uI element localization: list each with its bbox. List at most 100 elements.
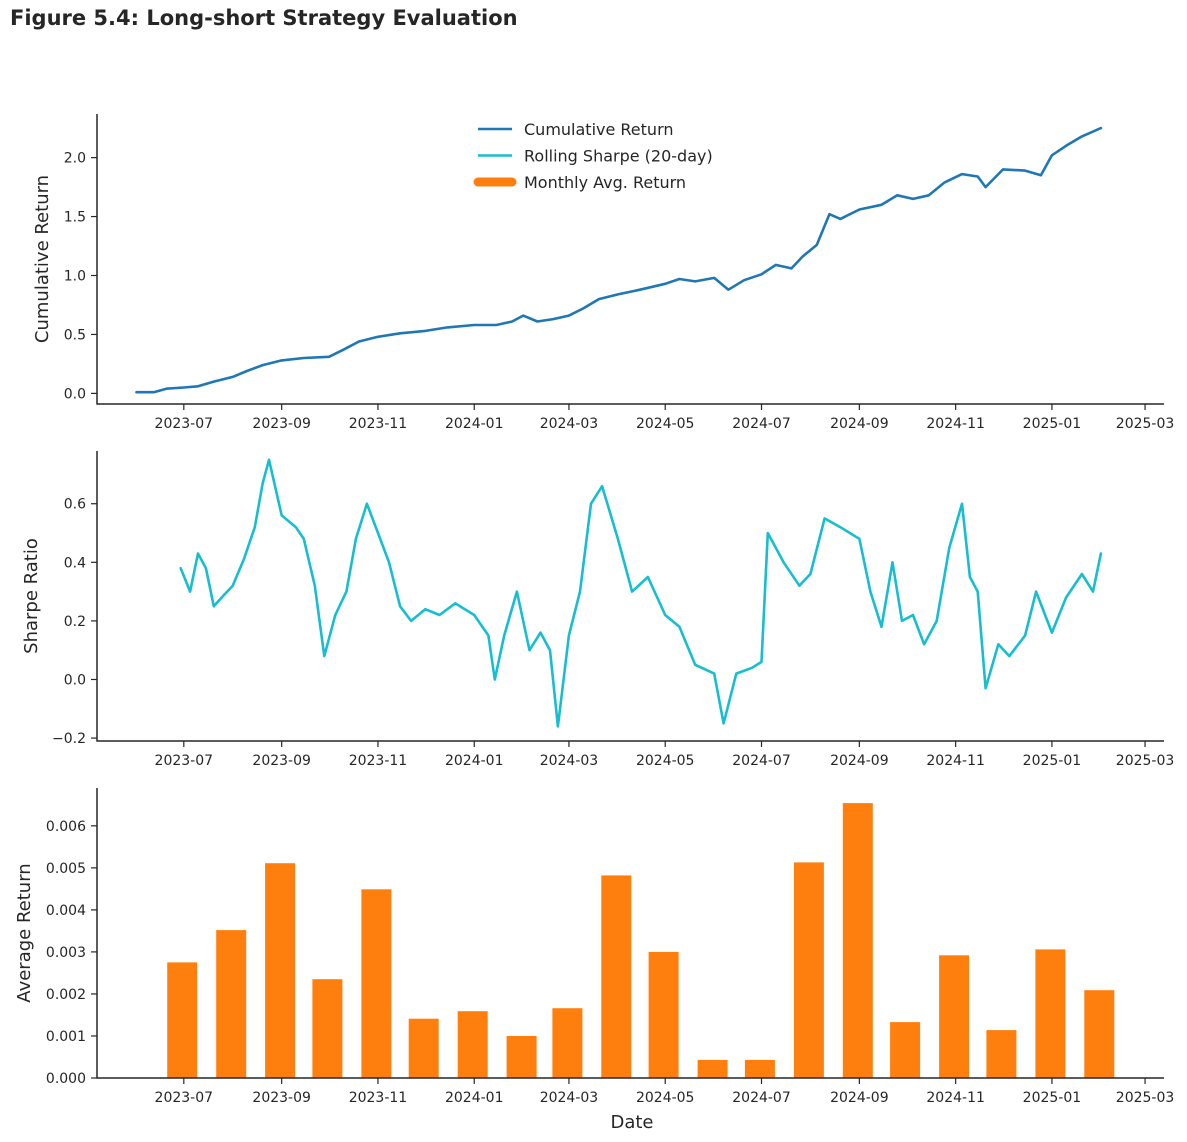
- cumulative-return-point-27: [617, 293, 619, 296]
- x-tick-label-4: 2024-03: [540, 753, 599, 769]
- y-tick-label-4: 0.004: [46, 903, 86, 919]
- cumulative-return-point-0: [135, 391, 138, 394]
- x-tick-label-10: 2025-03: [1116, 1090, 1175, 1106]
- x-tick-label-7: 2024-09: [830, 753, 889, 769]
- cumulative-return-point-4: [197, 385, 199, 388]
- sharpe-point-28: [487, 634, 490, 637]
- cumulative-return-point-12: [342, 349, 345, 351]
- sharpe-point-46: [713, 672, 715, 675]
- cumulative-return-point-8: [261, 364, 264, 366]
- monthly-bar-16: [939, 955, 970, 1078]
- sharpe-point-49: [751, 667, 753, 669]
- cumulative-return-point-39: [816, 244, 818, 246]
- x-tick-label-6: 2024-07: [732, 1090, 791, 1106]
- x-tick-label-4: 2024-03: [540, 416, 599, 432]
- y-tick-label-5: 0.005: [46, 861, 86, 877]
- sharpe-point-48: [735, 672, 738, 675]
- sharpe-point-41: [631, 590, 633, 593]
- sharpe-point-14: [314, 584, 316, 587]
- x-tick-label-5: 2024-05: [636, 1090, 695, 1106]
- cumulative-return-point-43: [880, 204, 883, 206]
- sharpe-point-76: [1081, 573, 1083, 575]
- cumulative-return-point-31: [694, 280, 696, 283]
- y-axis-label: Average Return: [14, 863, 35, 1002]
- sharpe-point-18: [355, 538, 357, 540]
- sharpe-point-0: [179, 567, 182, 569]
- y-tick-label-4: 0.6: [64, 497, 86, 513]
- sharpe-point-55: [823, 517, 826, 520]
- sharpe-point-3: [205, 567, 207, 569]
- cumulative-return-point-32: [713, 277, 715, 279]
- cumulative-return-point-19: [495, 324, 498, 326]
- sharpe-point-70: [997, 643, 1000, 646]
- sharpe-point-68: [976, 590, 979, 593]
- cumulative-return-point-50: [984, 186, 987, 188]
- sharpe-point-73: [1035, 590, 1037, 593]
- sharpe-point-59: [880, 626, 883, 628]
- x-tick-label-5: 2024-05: [636, 416, 695, 432]
- cumulative-return-point-16: [424, 330, 427, 332]
- monthly-bar-12: [744, 1059, 775, 1078]
- sharpe-point-56: [839, 526, 842, 528]
- cumulative-return-point-40: [828, 213, 831, 215]
- y-tick-label-1: 0.0: [64, 672, 86, 688]
- sharpe-point-78: [1100, 552, 1102, 555]
- sharpe-point-66: [961, 502, 963, 505]
- y-tick-label-6: 0.006: [46, 819, 86, 835]
- sharpe-point-62: [912, 614, 914, 616]
- sharpe-point-38: [590, 502, 592, 505]
- sharpe-point-17: [345, 590, 348, 593]
- x-tick-label-9: 2025-01: [1023, 416, 1082, 432]
- sharpe-point-29: [494, 678, 496, 681]
- sharpe-point-65: [948, 546, 951, 549]
- monthly-bar-5: [408, 1018, 439, 1078]
- sharpe-point-19: [366, 502, 368, 505]
- sharpe-point-67: [969, 576, 971, 578]
- cumulative-return-point-49: [976, 175, 979, 178]
- legend-entry-0: Cumulative Return: [524, 120, 674, 139]
- sharpe-point-61: [901, 620, 903, 622]
- x-tick-label-2: 2023-11: [349, 753, 408, 769]
- cumulative-return-point-47: [943, 181, 946, 184]
- x-tick-label-0: 2023-07: [155, 753, 214, 769]
- y-axis-label: Cumulative Return: [32, 175, 53, 343]
- cumulative-return-point-10: [303, 357, 305, 359]
- sharpe-point-12: [295, 526, 297, 528]
- sharpe-point-33: [539, 631, 542, 634]
- monthly-bar-6: [457, 1011, 488, 1078]
- sharpe-point-9: [261, 482, 264, 485]
- sharpe-point-75: [1065, 596, 1067, 599]
- sharpe-point-50: [760, 661, 763, 663]
- x-tick-label-9: 2025-01: [1023, 753, 1082, 769]
- y-tick-label-1: 0.001: [46, 1029, 86, 1045]
- sharpe-point-57: [858, 538, 861, 540]
- cumulative-return-point-11: [328, 356, 330, 358]
- cumulative-return-point-9: [280, 359, 283, 362]
- x-tick-label-10: 2025-03: [1116, 753, 1175, 769]
- sharpe-point-8: [254, 526, 256, 528]
- average-return-panel: 2023-07 2023-09 2023-11 2024-01 2024-03 2024-…: [14, 788, 1174, 1133]
- x-tick-label-7: 2024-09: [830, 416, 889, 432]
- x-tick-label-1: 2023-09: [252, 753, 311, 769]
- cumulative-return-point-53: [1040, 174, 1042, 177]
- cumulative-return-point-24: [568, 314, 570, 317]
- sharpe-ratio-panel: 2023-07 2023-09 2023-11 2024-01 2024-03 2024-…: [21, 451, 1174, 769]
- x-tick-label-5: 2024-05: [636, 753, 695, 769]
- cumulative-return-point-46: [928, 194, 930, 197]
- monthly-bar-9: [601, 875, 632, 1078]
- x-tick-label-9: 2025-01: [1023, 1090, 1082, 1106]
- cumulative-return-panel: 2023-07 2023-09 2023-11 2024-01 2024-03 2024-…: [32, 114, 1174, 432]
- sharpe-point-40: [617, 538, 619, 540]
- sharpe-point-72: [1024, 634, 1026, 637]
- cumulative-return-point-26: [598, 298, 600, 300]
- sharpe-point-20: [377, 532, 379, 534]
- cumulative-return-point-20: [511, 320, 513, 323]
- x-tick-label-6: 2024-07: [732, 416, 791, 432]
- sharpe-point-63: [923, 643, 925, 646]
- sharpe-point-31: [516, 590, 518, 593]
- cumulative-return-point-41: [839, 218, 842, 220]
- sharpe-point-25: [438, 614, 441, 616]
- sharpe-point-21: [388, 561, 390, 564]
- sharpe-point-77: [1092, 590, 1094, 593]
